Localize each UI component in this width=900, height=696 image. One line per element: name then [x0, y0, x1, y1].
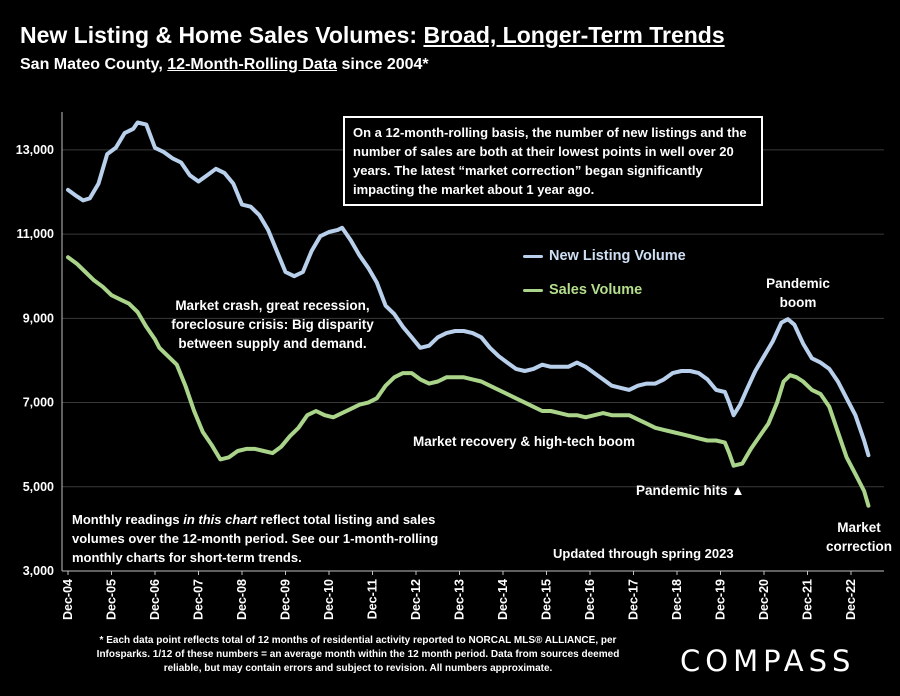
title-part1: New Listing & Home Sales Volumes:	[20, 22, 424, 48]
y-tick-label: 7,000	[23, 396, 54, 410]
chart-subtitle: San Mateo County, 12-Month-Rolling Data …	[20, 56, 429, 74]
legend-sales: Sales Volume	[523, 282, 642, 298]
legend-label-sales: Sales Volume	[549, 282, 643, 298]
x-tick-label: Dec-19	[714, 579, 728, 620]
y-tick-label: 11,000	[16, 227, 54, 241]
title-part2: Broad, Longer-Term Trends	[423, 22, 725, 48]
series-line-new-listing	[66, 120, 871, 458]
compass-logo: COMPASS	[680, 644, 856, 678]
annotation-pandemic-hits: Pandemic hits ▲	[636, 483, 745, 498]
y-tick-label: 3,000	[23, 564, 54, 578]
annotation-market-recovery: Market recovery & high-tech boom	[413, 434, 636, 449]
readings-part2: reflect total listing and sales volumes …	[72, 512, 439, 565]
footnote: * Each data point reflects total of 12 m…	[96, 635, 620, 674]
tick-labels: 3,000 5,000 7,000 9,000 11,000 13,000 Dec-04 De…	[16, 143, 858, 620]
x-tick-label: Dec-06	[148, 579, 162, 620]
y-tick-label: 13,000	[16, 143, 54, 157]
x-tick-label: Dec-15	[540, 579, 554, 620]
x-tick-label: Dec-04	[61, 579, 75, 620]
annotation-monthly-readings: Monthly readings in this chart reflect t…	[72, 510, 442, 567]
annotation-market-crash: Market crash, great recession, foreclosu…	[171, 298, 374, 351]
x-tick-label: Dec-13	[453, 579, 467, 620]
x-tick-label: Dec-12	[409, 579, 423, 620]
annotation-pandemic-boom: Pandemic boom	[766, 276, 830, 310]
readings-part1: Monthly readings	[72, 512, 184, 527]
legend-swatch-new-listing	[523, 254, 543, 258]
subtitle-part3: since 2004*	[337, 56, 429, 73]
x-tick-label: Dec-08	[235, 579, 249, 620]
x-tick-label: Dec-10	[322, 579, 336, 620]
x-tick-label: Dec-09	[279, 579, 293, 620]
series-lines	[66, 120, 871, 508]
callout-box: On a 12-month-rolling basis, the number …	[343, 116, 763, 206]
x-tick-label: Dec-20	[757, 579, 771, 620]
subtitle-part2: 12-Month-Rolling Data	[167, 56, 338, 73]
x-tick-label: Dec-21	[801, 579, 815, 620]
x-tick-label: Dec-07	[192, 579, 206, 620]
legend-label-new-listing: New Listing Volume	[549, 248, 686, 264]
y-tick-label: 5,000	[23, 480, 54, 494]
x-tick-label: Dec-05	[105, 579, 119, 620]
annotation-market-correction: Market correction	[825, 520, 893, 554]
x-tick-label: Dec-17	[627, 579, 641, 620]
x-tick-label: Dec-16	[583, 579, 597, 620]
annotation-updated: Updated through spring 2023	[553, 546, 734, 561]
legend-swatch-sales	[523, 288, 543, 292]
x-tick-label: Dec-18	[670, 579, 684, 620]
y-tick-label: 9,000	[23, 311, 54, 325]
x-tick-label: Dec-14	[496, 579, 510, 620]
x-tick-label: Dec-22	[844, 579, 858, 620]
readings-italic: in this chart	[183, 512, 257, 527]
subtitle-part1: San Mateo County,	[20, 56, 168, 73]
series-line-sales	[66, 255, 871, 508]
chart-title: New Listing & Home Sales Volumes: Broad,…	[20, 22, 725, 49]
axes	[61, 112, 884, 575]
x-tick-label: Dec-11	[366, 579, 380, 619]
legend-new-listing: New Listing Volume	[523, 248, 686, 264]
